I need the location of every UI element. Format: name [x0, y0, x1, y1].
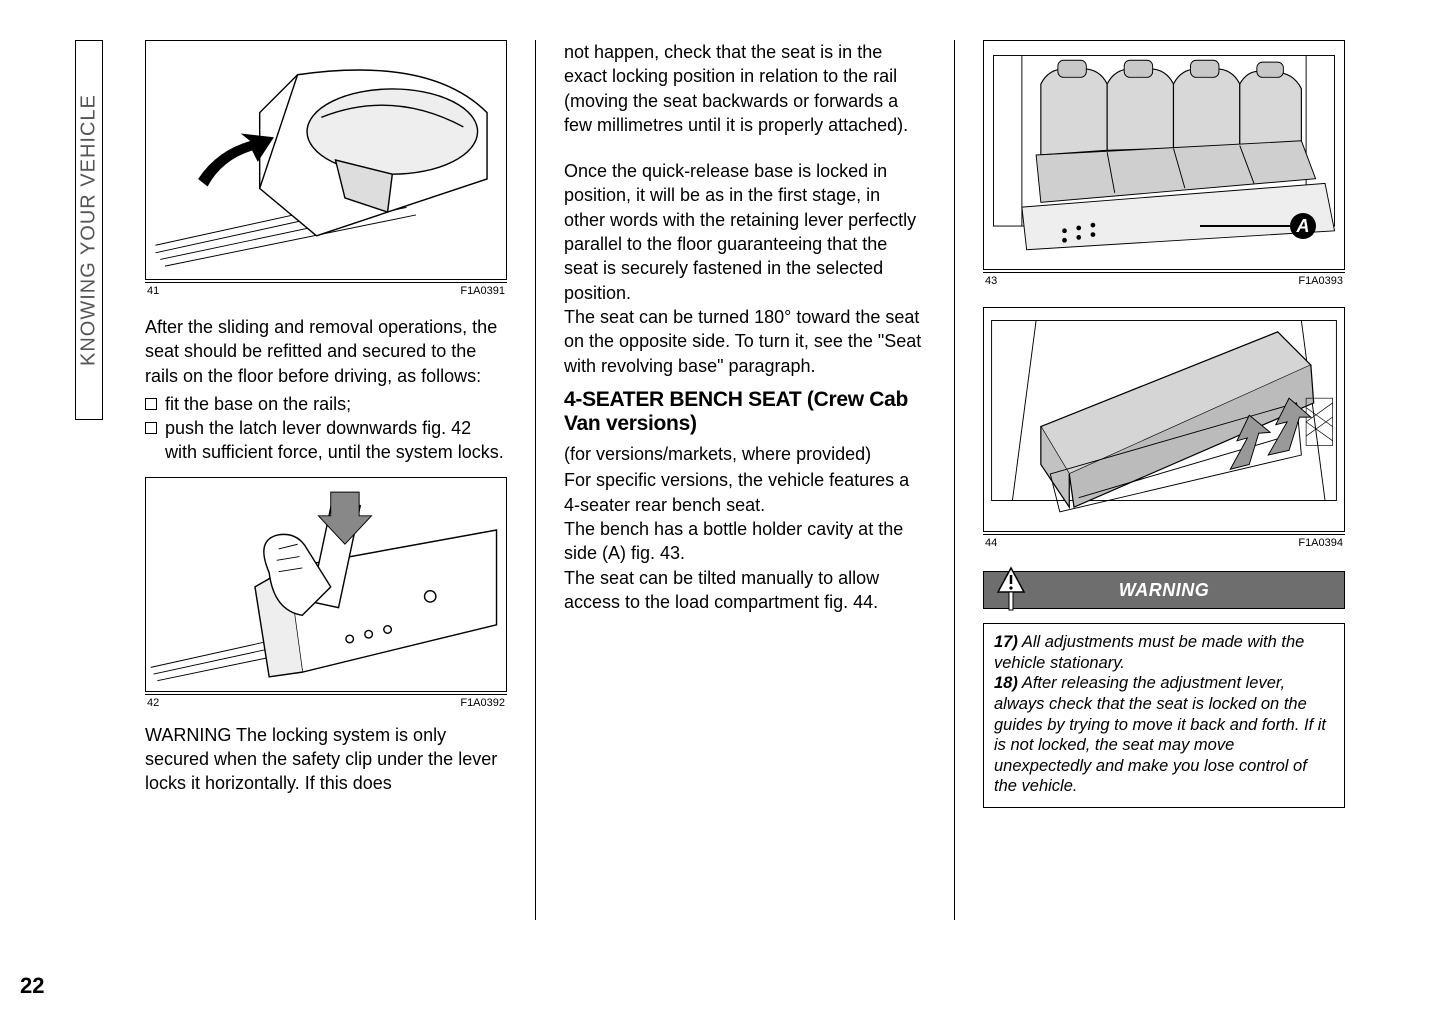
list-item: push the latch lever downwards fig. 42 w… [145, 416, 507, 465]
figure-code: F1A0392 [460, 697, 505, 709]
warning-label: WARNING [984, 580, 1344, 601]
column-2: not happen, check that the seat is in th… [564, 40, 926, 920]
page-number: 22 [20, 973, 44, 999]
page: KNOWING YOUR VEHICLE [75, 40, 1375, 960]
figure-41-caption: 41 F1A0391 [145, 282, 507, 297]
paragraph: The bench has a bottle holder cavity at … [564, 517, 926, 566]
figure-42-illustration [146, 478, 506, 691]
bullet-list: fit the base on the rails; push the latc… [145, 392, 507, 465]
paragraph: WARNING The locking system is only secur… [145, 723, 507, 796]
figure-42 [145, 477, 507, 692]
paragraph: The seat can be turned 180° toward the s… [564, 305, 926, 378]
figure-number: 41 [147, 285, 159, 297]
figure-43: A [983, 40, 1345, 270]
figure-number: 43 [985, 275, 997, 287]
column-1: 41 F1A0391 After the sliding and removal… [145, 40, 507, 920]
callout-label-A: A [1290, 213, 1316, 239]
warning-box: 17) All adjustments must be made with th… [983, 623, 1345, 808]
figure-43-caption: 43 F1A0393 [983, 272, 1345, 287]
paragraph: (for versions/markets, where provided) [564, 442, 926, 466]
paragraph: not happen, check that the seat is in th… [564, 40, 926, 137]
three-column-layout: 41 F1A0391 After the sliding and removal… [145, 40, 1345, 920]
paragraph: The seat can be tilted manually to allow… [564, 566, 926, 615]
column-separator [535, 40, 536, 920]
warning-number: 18) [994, 674, 1018, 692]
list-item: fit the base on the rails; [145, 392, 507, 416]
figure-code: F1A0391 [460, 285, 505, 297]
column-separator [954, 40, 955, 920]
section-tab-knowing-your-vehicle: KNOWING YOUR VEHICLE [75, 40, 103, 420]
warning-number: 17) [994, 633, 1018, 651]
warning-text: After releasing the adjustment lever, al… [994, 674, 1326, 795]
paragraph: After the sliding and removal operations… [145, 315, 507, 388]
figure-code: F1A0393 [1298, 275, 1343, 287]
figure-44 [983, 307, 1345, 532]
figure-code: F1A0394 [1298, 537, 1343, 549]
warning-text: All adjustments must be made with the ve… [994, 633, 1304, 672]
figure-number: 42 [147, 697, 159, 709]
figure-number: 44 [985, 537, 997, 549]
figure-44-illustration [984, 308, 1344, 531]
warning-header: WARNING [983, 571, 1345, 609]
figure-44-caption: 44 F1A0394 [983, 534, 1345, 549]
section-heading: 4-SEATER BENCH SEAT (Crew Cab Van versio… [564, 388, 926, 436]
paragraph: For specific versions, the vehicle featu… [564, 468, 926, 517]
figure-43-illustration [984, 41, 1344, 269]
callout-leader-line [1200, 225, 1290, 227]
figure-41 [145, 40, 507, 280]
column-3: A 43 F1A0393 [983, 40, 1345, 920]
paragraph: Once the quick-release base is locked in… [564, 159, 926, 305]
figure-41-illustration [146, 41, 506, 279]
figure-42-caption: 42 F1A0392 [145, 694, 507, 709]
